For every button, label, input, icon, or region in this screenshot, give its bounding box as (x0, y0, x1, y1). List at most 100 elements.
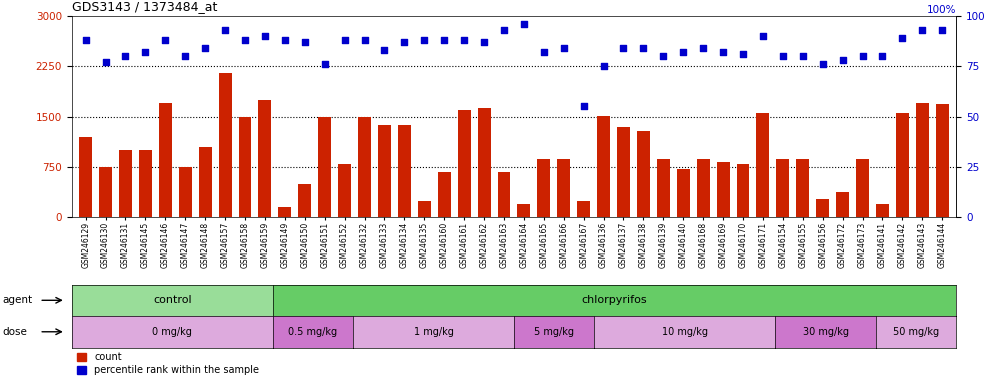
Bar (915, 103, 928, 217)
Text: control: control (153, 295, 191, 305)
Bar (538, 159, 550, 217)
Bar (218, 73, 231, 217)
Point (496, 27, 512, 33)
Point (197, 45, 213, 51)
Bar (676, 169, 689, 217)
Bar (816, 199, 829, 217)
Point (217, 27, 233, 33)
Bar (657, 159, 669, 217)
Point (436, 37, 452, 43)
Bar (597, 116, 610, 217)
Bar (120, 150, 131, 217)
Point (715, 49, 731, 55)
Point (337, 37, 353, 43)
Point (277, 37, 293, 43)
Bar (856, 159, 869, 217)
Text: dose: dose (2, 327, 27, 337)
Bar (299, 184, 311, 217)
Point (177, 53, 193, 59)
Text: 100%: 100% (926, 5, 956, 15)
Point (416, 37, 432, 43)
Point (655, 53, 671, 59)
Bar (138, 150, 151, 217)
Text: chlorpyrifos: chlorpyrifos (582, 295, 647, 305)
Bar (578, 200, 590, 217)
Point (536, 49, 552, 55)
Bar (557, 159, 570, 217)
Point (157, 37, 173, 43)
Legend: count, percentile rank within the sample: count, percentile rank within the sample (77, 353, 259, 375)
Bar (359, 117, 371, 217)
Bar (836, 192, 849, 217)
Bar (158, 103, 171, 217)
Point (735, 51, 751, 57)
Point (755, 33, 771, 39)
Point (516, 21, 532, 27)
Point (137, 49, 153, 55)
Bar (518, 204, 530, 217)
Bar (397, 124, 410, 217)
Point (596, 63, 612, 69)
Text: 1 mg/kg: 1 mg/kg (413, 327, 453, 337)
Bar (717, 162, 730, 217)
Text: 0.5 mg/kg: 0.5 mg/kg (289, 327, 338, 337)
Point (237, 37, 253, 43)
Bar (736, 164, 749, 217)
Bar (637, 131, 649, 217)
Bar (875, 204, 888, 217)
Bar (377, 125, 390, 217)
Text: 0 mg/kg: 0 mg/kg (152, 327, 192, 337)
Text: 30 mg/kg: 30 mg/kg (803, 327, 849, 337)
Point (934, 27, 950, 33)
Point (257, 33, 273, 39)
Bar (776, 159, 789, 217)
Point (695, 45, 711, 51)
Bar (198, 147, 211, 217)
Point (675, 49, 691, 55)
Bar (437, 172, 450, 217)
Bar (696, 159, 709, 217)
Text: 10 mg/kg: 10 mg/kg (661, 327, 708, 337)
Bar (258, 100, 271, 217)
Bar (477, 108, 490, 217)
Point (815, 61, 831, 67)
Bar (239, 117, 251, 217)
Point (775, 53, 791, 59)
Point (456, 37, 472, 43)
Bar (178, 167, 191, 217)
Point (98, 59, 114, 65)
Bar (278, 207, 291, 217)
Bar (497, 172, 510, 217)
Point (357, 37, 373, 43)
Text: GDS3143 / 1373484_at: GDS3143 / 1373484_at (72, 0, 217, 13)
Bar (457, 111, 470, 217)
Bar (99, 167, 112, 217)
Point (317, 61, 333, 67)
Point (874, 53, 890, 59)
Point (396, 39, 412, 45)
Bar (935, 104, 948, 217)
Bar (796, 159, 809, 217)
Point (894, 35, 910, 41)
Text: 50 mg/kg: 50 mg/kg (892, 327, 939, 337)
Point (835, 57, 851, 63)
Point (556, 45, 572, 51)
Point (914, 27, 930, 33)
Text: 5 mg/kg: 5 mg/kg (534, 327, 574, 337)
Point (576, 103, 592, 109)
Point (635, 45, 651, 51)
Bar (757, 113, 769, 217)
Point (476, 39, 492, 45)
Text: agent: agent (2, 295, 32, 305)
Bar (617, 127, 629, 217)
Point (78, 37, 94, 43)
Bar (418, 200, 430, 217)
Point (118, 53, 133, 59)
Point (855, 53, 871, 59)
Point (795, 53, 811, 59)
Point (616, 45, 631, 51)
Bar (80, 137, 92, 217)
Point (376, 47, 392, 53)
Bar (338, 164, 351, 217)
Point (297, 39, 313, 45)
